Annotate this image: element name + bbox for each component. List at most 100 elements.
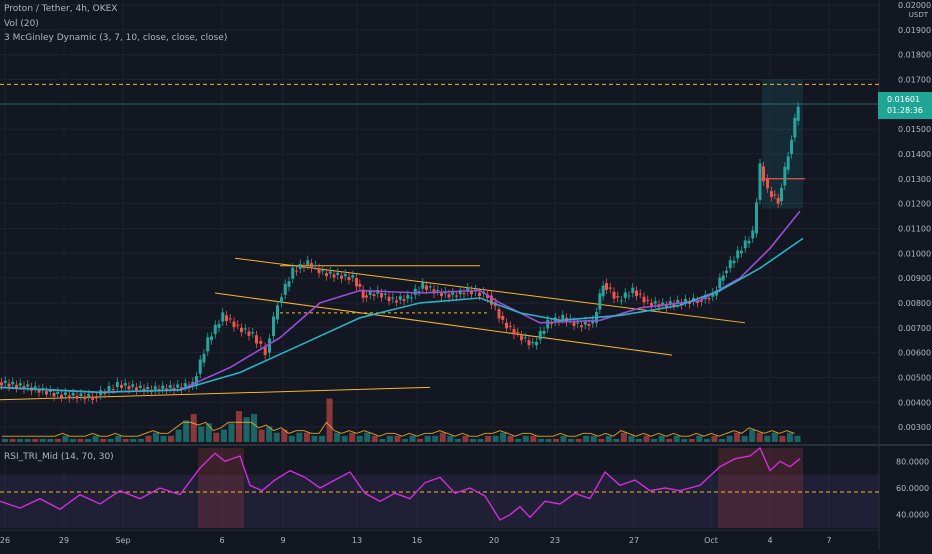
volume-bar <box>115 435 122 442</box>
volume-bar <box>100 438 107 442</box>
volume-bar <box>537 438 544 442</box>
volume-bar <box>741 435 748 442</box>
candle-body <box>240 327 243 333</box>
y-tick-label: 0.00300 <box>898 423 931 432</box>
x-tick-label: Sep <box>115 536 130 545</box>
y-tick-label: 0.00500 <box>898 373 931 382</box>
candle-body <box>557 320 561 322</box>
candle-body <box>63 392 67 396</box>
candle-body <box>347 276 351 280</box>
candle-body <box>796 106 800 121</box>
candle-body <box>107 386 111 392</box>
volume-legend[interactable]: Vol (20) <box>4 19 39 29</box>
candle-body <box>195 376 198 385</box>
volume-bar <box>794 435 801 442</box>
volume-bar <box>643 435 650 442</box>
rsi-legend[interactable]: RSI_TRI_Mid (14, 70, 30) <box>4 452 114 462</box>
volume-bar <box>318 435 326 442</box>
y-tick-label: 0.01800 <box>898 51 931 60</box>
candle-body <box>428 286 432 288</box>
candle-body <box>470 290 473 295</box>
volume-bar <box>371 435 378 442</box>
candle-body <box>432 289 436 294</box>
y-tick-label: 0.01100 <box>898 224 931 233</box>
volume-bar <box>24 438 31 442</box>
candle-body <box>591 319 595 324</box>
volume-bar <box>145 435 152 442</box>
candle-body <box>95 397 98 399</box>
volume-bar <box>786 432 793 442</box>
candle-body <box>707 297 711 300</box>
candle-body <box>580 325 583 328</box>
candle-body <box>790 139 793 154</box>
candle-body <box>272 316 275 337</box>
candle-body <box>18 383 22 386</box>
volume-bar <box>17 438 24 442</box>
candle-body <box>711 292 715 297</box>
candle-body <box>601 285 605 297</box>
candle-body <box>466 287 470 292</box>
candle-body <box>527 340 531 346</box>
candle-body <box>608 287 612 289</box>
candle-body <box>542 330 546 334</box>
y-tick-label: 0.01700 <box>898 75 931 84</box>
x-tick-label: 23 <box>550 536 560 545</box>
candle-body <box>516 332 520 334</box>
candle-body <box>688 301 691 304</box>
candle-body <box>26 384 30 387</box>
candle-body <box>783 166 787 186</box>
candle-body <box>60 394 63 398</box>
candle-body <box>715 290 718 296</box>
last-price-countdown: 01:28:36 <box>887 106 923 115</box>
y-tick-label: 0.00800 <box>898 299 931 308</box>
candle-body <box>535 342 538 346</box>
candle-body <box>0 382 3 386</box>
volume-bar <box>402 438 409 442</box>
candle-body <box>283 283 287 295</box>
mcginley-legend[interactable]: 3 McGinley Dynamic (3, 7, 10, close, clo… <box>4 33 228 43</box>
last-price-tag: 0.01601 01:28:36 <box>878 92 932 119</box>
volume-bar <box>356 435 363 442</box>
candle-body <box>343 273 347 277</box>
volume-bar <box>311 435 318 442</box>
candle-body <box>127 386 131 390</box>
symbol-title[interactable]: Proton / Tether, 4h, OKEX <box>4 4 118 14</box>
candle-body <box>103 393 107 395</box>
volume-bar <box>168 435 175 442</box>
candle-body <box>395 300 398 303</box>
candle-body <box>623 292 627 298</box>
candle-body <box>676 299 680 304</box>
volume-bar <box>213 432 220 442</box>
candle-body <box>451 292 455 295</box>
candle-body <box>33 386 37 389</box>
candle-body <box>368 291 372 295</box>
candle-body <box>508 325 512 327</box>
rsi-tick-label: 60.0000 <box>896 484 929 493</box>
candle-body <box>221 312 225 322</box>
candle-body <box>583 321 587 325</box>
volume-bar <box>734 432 741 442</box>
candle-body <box>325 273 328 277</box>
candle-body <box>546 319 550 329</box>
candle-body <box>355 278 358 287</box>
volume-bar <box>545 438 552 442</box>
volume-bar <box>507 435 514 442</box>
x-tick-label: 26 <box>0 536 10 545</box>
candle-body <box>758 163 762 200</box>
candle-body <box>740 250 743 254</box>
x-tick-label: 16 <box>412 536 422 545</box>
candle-body <box>398 296 402 300</box>
candle-body <box>721 275 725 281</box>
candle-body <box>255 335 258 344</box>
candle-body <box>391 297 395 299</box>
y-tick-label: 0.00900 <box>898 274 931 283</box>
candle-body <box>762 166 765 182</box>
candle-body <box>736 250 740 259</box>
trendline <box>0 386 431 401</box>
volume-bar <box>560 435 567 442</box>
candle-body <box>478 292 481 296</box>
candle-body <box>146 386 150 390</box>
volume-bar <box>190 414 197 442</box>
